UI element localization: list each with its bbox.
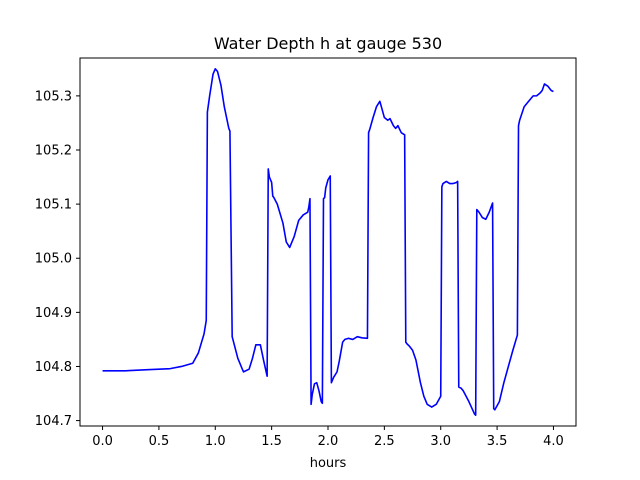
plot-area-frame: [79, 57, 577, 427]
chart-title: Water Depth h at gauge 530: [214, 34, 442, 53]
x-tick-label: 1.5: [261, 434, 282, 449]
y-tick-label: 104.8: [35, 360, 72, 375]
x-tick-label: 0.0: [92, 434, 113, 449]
series-layer: [102, 68, 554, 416]
y-axis: 104.7 104.8 104.9 105.0 105.1 105.2 105.3: [35, 89, 80, 429]
x-tick-label: 3.0: [430, 434, 451, 449]
x-tick-label: 3.5: [487, 434, 508, 449]
x-axis-label: hours: [310, 456, 347, 471]
y-tick-label: 105.1: [35, 198, 72, 213]
x-tick-label: 1.0: [205, 434, 226, 449]
x-tick-label: 4.0: [543, 434, 564, 449]
series-line: [102, 68, 554, 416]
x-tick-label: 0.5: [149, 434, 170, 449]
y-tick-label: 104.7: [35, 414, 72, 429]
x-tick-label: 2.0: [318, 434, 339, 449]
y-tick-label: 104.9: [35, 306, 72, 321]
x-axis: 0.0 0.5 1.0 1.5 2.0 2.5 3.0 3.5 4.0: [92, 426, 564, 449]
x-tick-label: 2.5: [374, 434, 395, 449]
y-tick-label: 105.3: [35, 89, 72, 104]
y-tick-label: 105.0: [35, 252, 72, 267]
y-tick-label: 105.2: [35, 144, 72, 159]
